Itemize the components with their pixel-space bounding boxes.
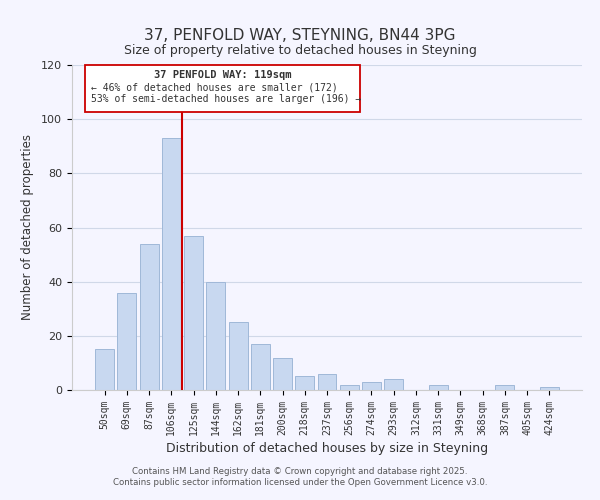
Bar xyxy=(140,244,158,390)
Text: Contains public sector information licensed under the Open Government Licence v3: Contains public sector information licen… xyxy=(113,478,487,487)
Bar xyxy=(362,382,381,390)
Text: 37, PENFOLD WAY, STEYNING, BN44 3PG: 37, PENFOLD WAY, STEYNING, BN44 3PG xyxy=(144,28,456,42)
Text: 37 PENFOLD WAY: 119sqm: 37 PENFOLD WAY: 119sqm xyxy=(154,70,291,80)
Bar xyxy=(496,384,514,390)
Bar xyxy=(295,376,314,390)
Bar xyxy=(95,350,114,390)
Bar xyxy=(162,138,181,390)
Bar xyxy=(340,384,359,390)
Text: 53% of semi-detached houses are larger (196) →: 53% of semi-detached houses are larger (… xyxy=(91,94,362,104)
Bar xyxy=(229,322,248,390)
Text: Size of property relative to detached houses in Steyning: Size of property relative to detached ho… xyxy=(124,44,476,57)
Bar xyxy=(251,344,270,390)
Bar xyxy=(384,379,403,390)
Bar xyxy=(429,384,448,390)
Bar xyxy=(206,282,225,390)
Y-axis label: Number of detached properties: Number of detached properties xyxy=(21,134,34,320)
FancyBboxPatch shape xyxy=(85,65,360,112)
Bar xyxy=(317,374,337,390)
Text: Contains HM Land Registry data © Crown copyright and database right 2025.: Contains HM Land Registry data © Crown c… xyxy=(132,467,468,476)
Bar xyxy=(118,292,136,390)
X-axis label: Distribution of detached houses by size in Steyning: Distribution of detached houses by size … xyxy=(166,442,488,455)
Bar xyxy=(273,358,292,390)
Bar xyxy=(540,388,559,390)
Text: ← 46% of detached houses are smaller (172): ← 46% of detached houses are smaller (17… xyxy=(91,83,338,93)
Bar xyxy=(184,236,203,390)
